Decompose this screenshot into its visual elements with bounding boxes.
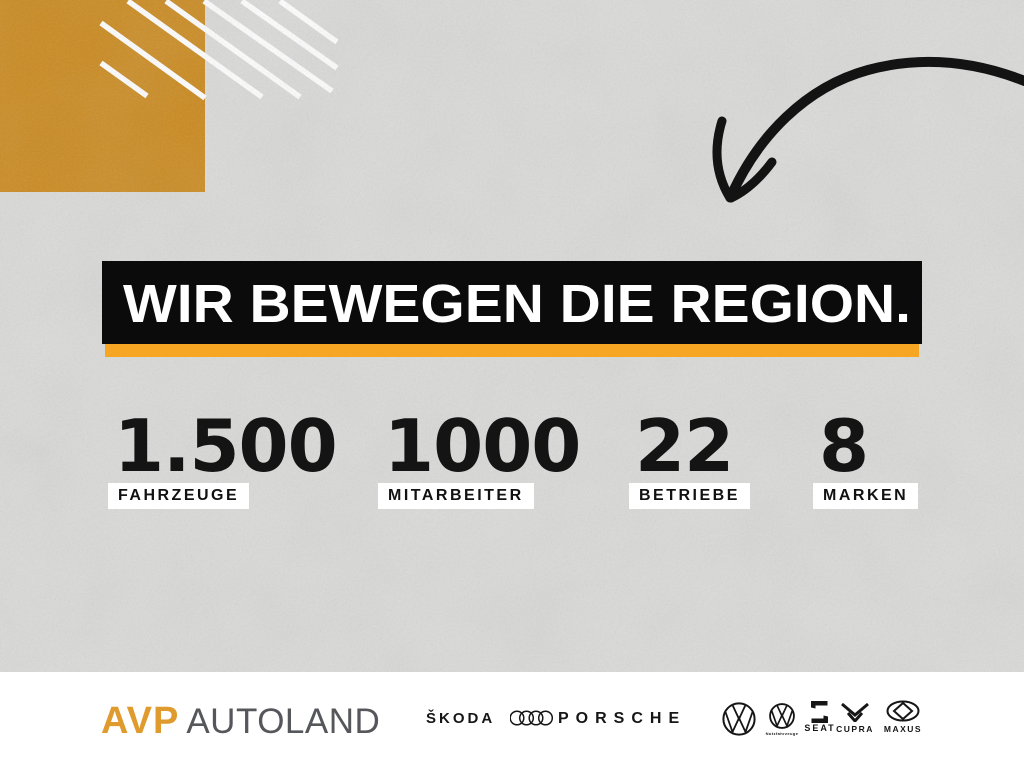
skoda-wordmark: ŠKODA: [426, 710, 496, 727]
stat-marken: 8 MARKEN: [813, 410, 1024, 509]
stat-value: 22: [635, 404, 734, 488]
stat-value: 1000: [384, 404, 581, 488]
vw-logo-icon: [722, 702, 756, 736]
maxus-wordmark: MAXUS: [883, 724, 923, 734]
cupra-logo-icon: [841, 702, 869, 722]
cupra-wordmark: CUPRA: [836, 724, 874, 734]
stat-label: MITARBEITER: [378, 483, 534, 509]
porsche-wordmark: PORSCHE: [558, 710, 687, 727]
headline-underline: [105, 344, 919, 357]
headline-banner: WIR BEWEGEN DIE REGION.: [102, 261, 922, 344]
autoland-logo-text: AUTOLAND: [186, 702, 381, 741]
stat-label: FAHRZEUGE: [108, 483, 250, 509]
avp-autoland-logo: AVP AUTOLAND: [101, 700, 380, 743]
avp-logo-text: AVP: [101, 700, 180, 742]
stat-value: 8: [819, 404, 869, 488]
maxus-logo-icon: [886, 700, 920, 722]
seat-logo-icon: [811, 701, 828, 723]
stat-fahrzeuge: 1.500 FAHRZEUGE: [108, 410, 358, 509]
stat-label: MARKEN: [813, 483, 919, 509]
vw-commercial-caption: Nutzfahrzeuge: [765, 731, 799, 736]
stat-label: BETRIEBE: [629, 483, 750, 509]
audi-rings-icon: [510, 710, 553, 726]
stat-value: 1.500: [114, 404, 338, 488]
headline-text: WIR BEWEGEN DIE REGION.: [123, 274, 911, 334]
vw-commercial-logo-icon: [769, 703, 795, 729]
seat-wordmark: SEAT: [804, 723, 836, 733]
stat-mitarbeiter: 1000 MITARBEITER: [378, 410, 628, 509]
stat-betriebe: 22 BETRIEBE: [629, 410, 879, 509]
